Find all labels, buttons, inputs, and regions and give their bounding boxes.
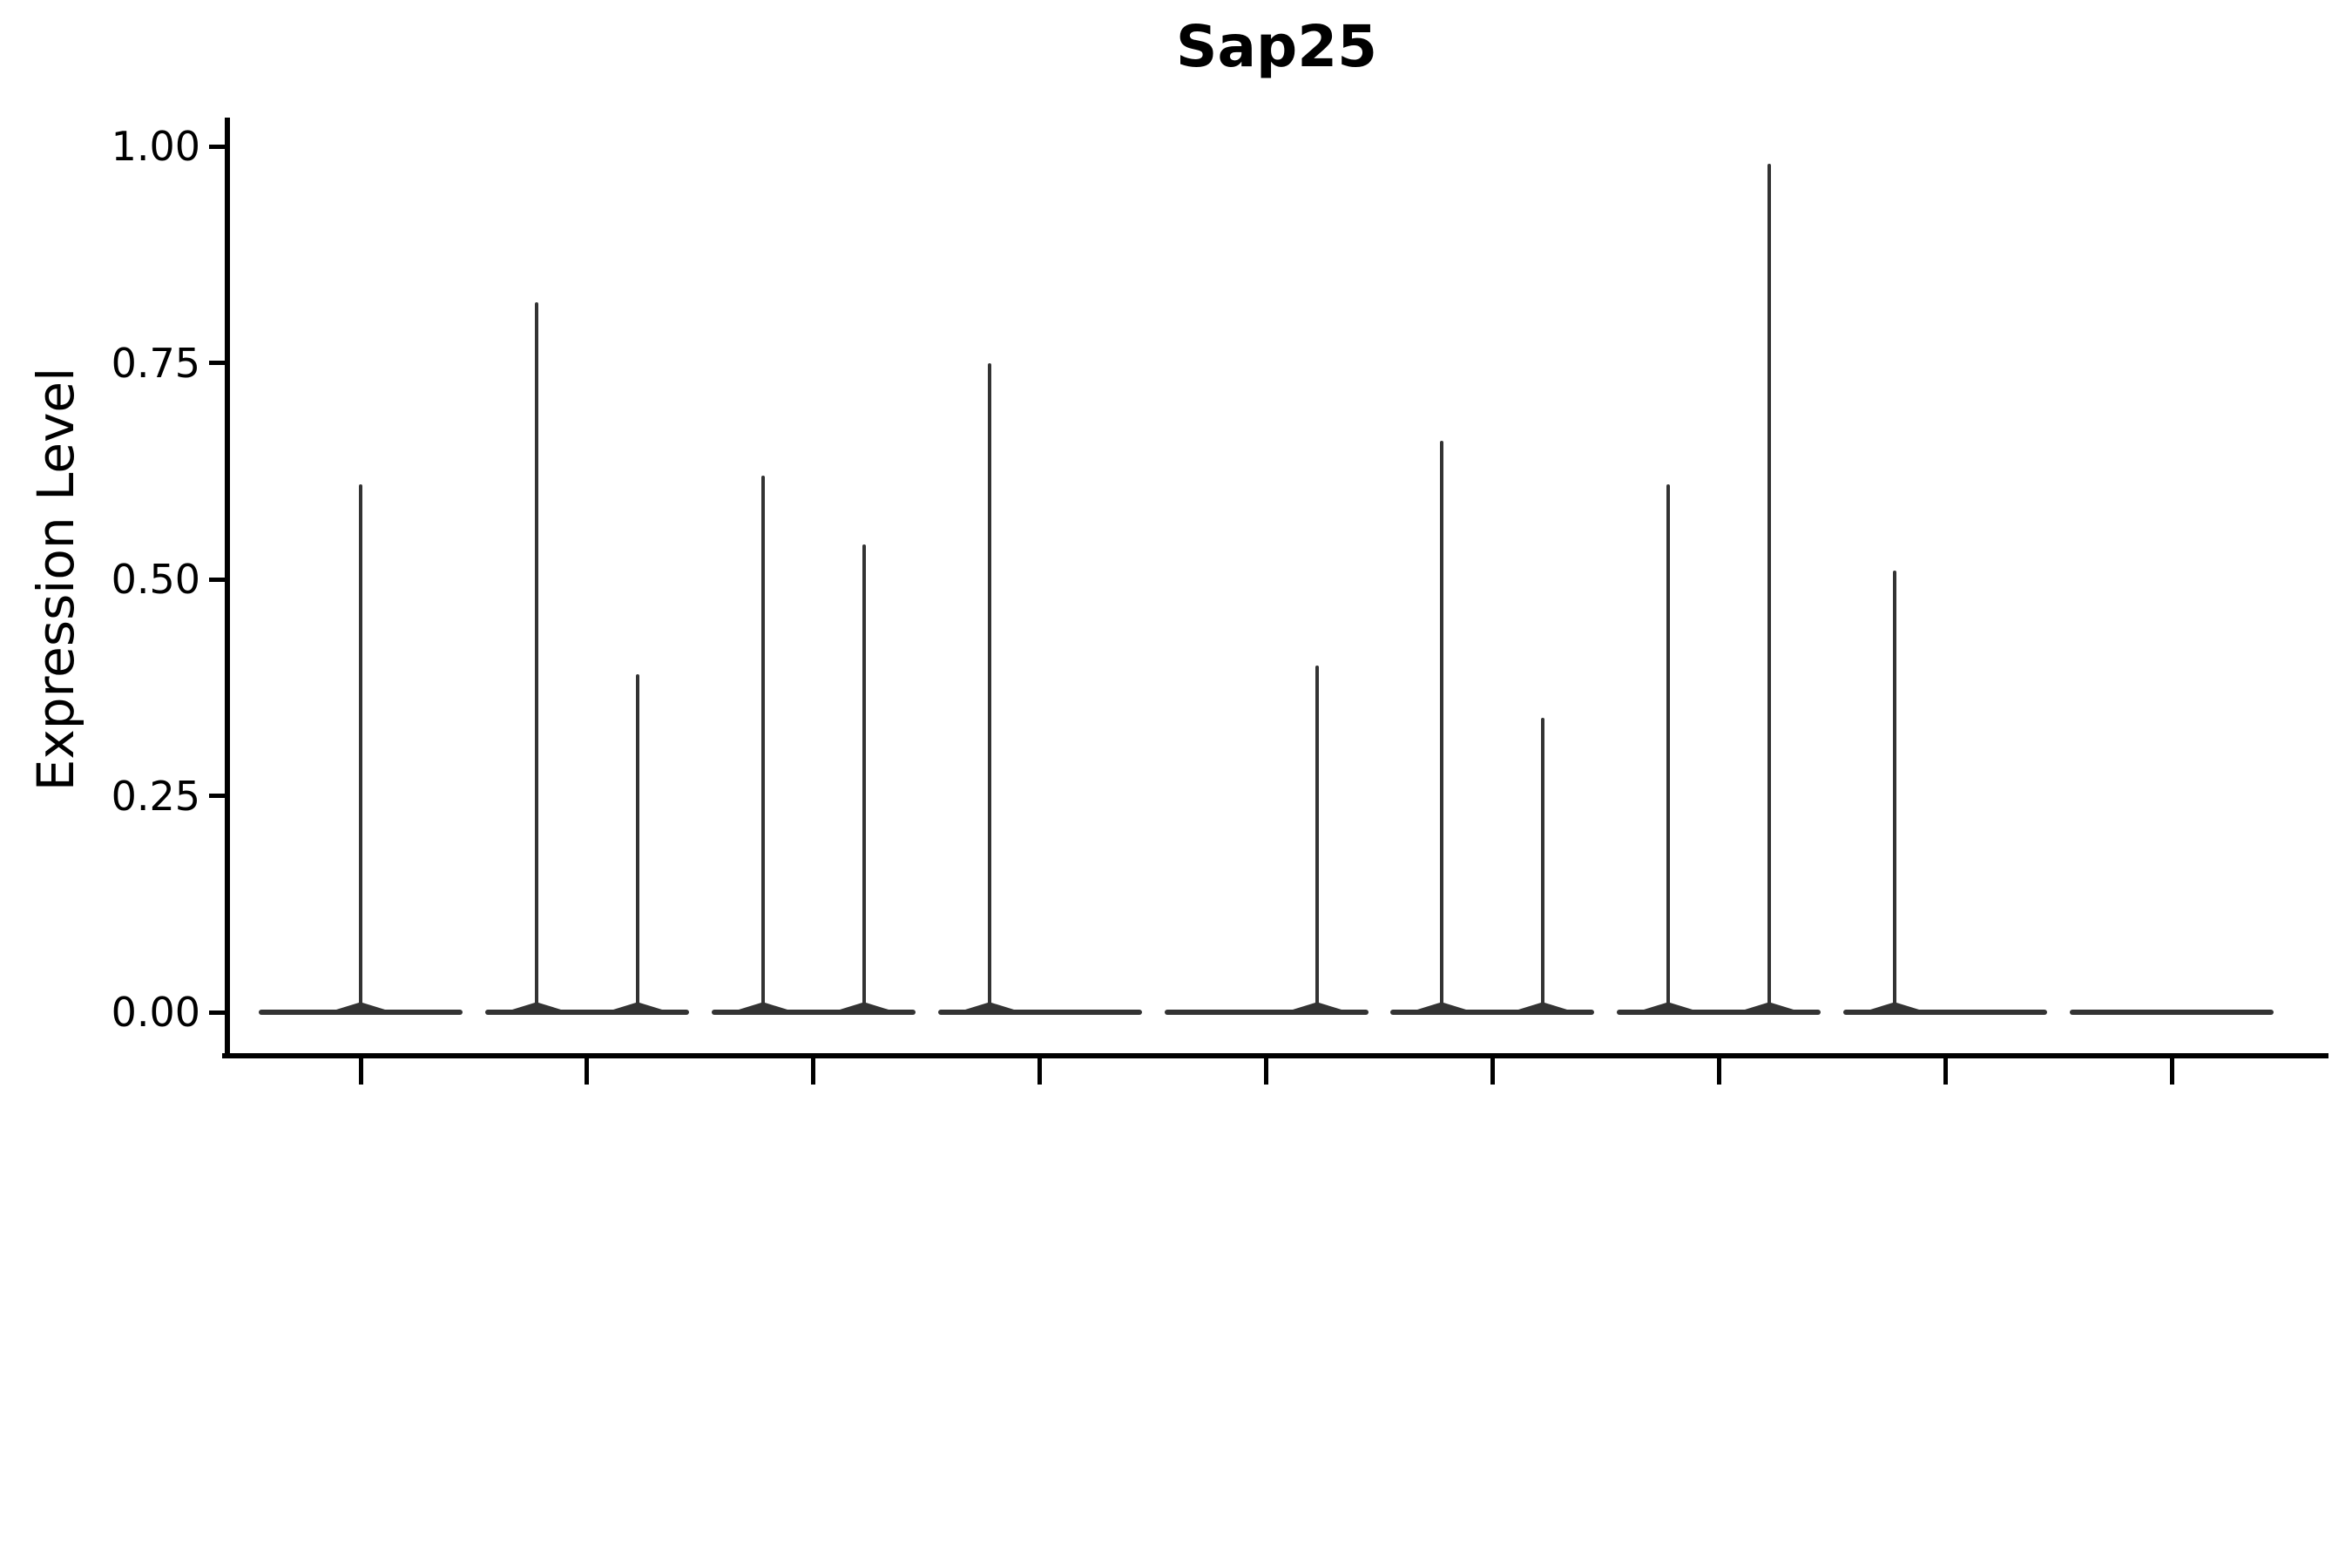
x-axis-spine	[222, 1053, 2328, 1058]
violin-flare	[537, 1003, 561, 1010]
violin-flare	[1518, 1003, 1542, 1010]
violin-baseline	[1390, 1010, 1595, 1015]
violin-spike	[862, 544, 866, 1015]
violin-flare	[1771, 1003, 1794, 1010]
violin-flare	[764, 1003, 787, 1010]
violin-flare	[738, 1003, 761, 1010]
x-tick-mark	[358, 1058, 363, 1085]
x-tick-mark	[2169, 1058, 2174, 1085]
violin-spike	[359, 483, 362, 1015]
violin-spike	[1893, 571, 1897, 1015]
y-tick-mark	[209, 144, 225, 149]
violin-flare	[839, 1003, 862, 1010]
violin-flare	[1644, 1003, 1667, 1010]
violin-spike	[1767, 163, 1772, 1015]
y-tick-label: 0.75	[111, 339, 200, 387]
y-tick-label: 0.25	[111, 772, 200, 820]
violin-spike	[987, 362, 991, 1015]
violin-flare	[964, 1003, 988, 1010]
violin-flare	[1544, 1003, 1568, 1010]
y-tick-label: 0.00	[111, 989, 200, 1036]
violin-baseline	[1843, 1010, 2048, 1015]
x-tick-mark	[811, 1058, 816, 1085]
violin-spike	[635, 674, 639, 1015]
violin-flare	[1870, 1003, 1894, 1010]
x-tick-mark	[1490, 1058, 1495, 1085]
violin-spike	[760, 475, 765, 1015]
y-tick-label: 0.50	[111, 556, 200, 603]
violin-flare	[1318, 1003, 1342, 1010]
violin-spike	[1541, 718, 1545, 1015]
violin-flare	[1896, 1003, 1920, 1010]
y-axis-spine	[225, 118, 230, 1058]
violin-flare	[1292, 1003, 1315, 1010]
violin-baseline	[1617, 1010, 1821, 1015]
y-tick-mark	[209, 1010, 225, 1015]
chart-title: Sap25	[1175, 13, 1378, 80]
violin-flare	[612, 1003, 636, 1010]
x-tick-mark	[1264, 1058, 1268, 1085]
violin-baseline	[1164, 1010, 1369, 1015]
violin-spike	[1440, 440, 1444, 1015]
violin-spike	[1666, 483, 1671, 1015]
x-tick-mark	[1943, 1058, 1948, 1085]
y-tick-mark	[209, 577, 225, 582]
violin-flare	[1417, 1003, 1441, 1010]
violin-flare	[511, 1003, 535, 1010]
violin-baseline	[484, 1010, 689, 1015]
violin-baseline	[711, 1010, 916, 1015]
x-tick-mark	[1037, 1058, 1043, 1085]
violin-flare	[639, 1003, 662, 1010]
violin-flare	[865, 1003, 889, 1010]
violin-flare	[362, 1003, 385, 1010]
violin-flare	[1670, 1003, 1693, 1010]
violin-flare	[990, 1003, 1014, 1010]
violin-baseline	[2070, 1010, 2274, 1015]
violin-flare	[336, 1003, 359, 1010]
violin-spike	[1315, 666, 1319, 1015]
y-tick-mark	[209, 361, 225, 365]
y-tick-label: 1.00	[111, 123, 200, 170]
x-tick-mark	[1716, 1058, 1721, 1085]
violin-flare	[1443, 1003, 1467, 1010]
violin-spike	[534, 301, 538, 1015]
violin-baseline	[937, 1010, 1142, 1015]
x-tick-mark	[585, 1058, 590, 1085]
violin-flare	[1745, 1003, 1768, 1010]
y-tick-mark	[209, 794, 225, 798]
